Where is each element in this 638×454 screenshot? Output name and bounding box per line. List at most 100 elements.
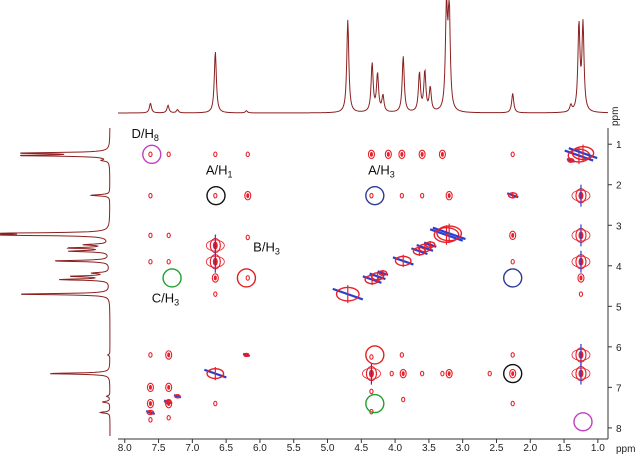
- cross-peak-6: [398, 149, 406, 160]
- cross-peak-contour-14: [399, 192, 405, 199]
- y-tick-label-1: 2: [616, 181, 622, 192]
- annotation-subscript-2: 3: [390, 170, 395, 180]
- annotation-circle-2: [365, 185, 385, 206]
- cross-peak-23: [571, 224, 591, 247]
- cross-peak-contour-33: [213, 291, 218, 297]
- cross-peak-core-44: [401, 371, 405, 376]
- cross-peak-outer-42: [362, 367, 381, 380]
- cross-peak-56: [401, 396, 406, 403]
- cross-peak-53: [213, 400, 218, 407]
- annotation-label-2: A/H3: [368, 163, 395, 180]
- cross-peak-contour-46: [440, 370, 445, 377]
- cross-peak-outer-26: [205, 255, 225, 268]
- annotation-circle-0: [142, 144, 162, 165]
- x-tick-label-4: 6.0: [253, 443, 267, 454]
- cross-peak-34: [148, 352, 153, 358]
- cross-peak-core-35: [167, 352, 171, 358]
- cross-peak-core-22: [511, 232, 515, 238]
- cross-peak-contour-1: [166, 151, 171, 158]
- top-projection-spectrum: [118, 0, 609, 114]
- y-tick-label-3: 4: [616, 262, 622, 273]
- cross-peak-11: [213, 192, 218, 199]
- cross-peak-19: [166, 232, 171, 239]
- cross-peak-7: [418, 149, 426, 160]
- cross-peak-contour-19: [166, 232, 171, 239]
- annotation-circle-9: [573, 412, 593, 432]
- x-tick-label-1: 7.5: [152, 443, 166, 454]
- cross-peak-core-49: [511, 371, 515, 376]
- x-tick-label-13: 1.5: [557, 443, 571, 454]
- cross-peak-contour-6: [398, 149, 406, 160]
- left-projection-spectrum: [0, 128, 111, 436]
- cross-peak-14: [399, 192, 405, 199]
- cross-peak-contour-48: [487, 370, 492, 377]
- cross-peak-core-47: [447, 371, 451, 376]
- cross-peak-57: [510, 400, 515, 407]
- cross-peak-contour-27: [211, 273, 219, 283]
- annotation-subscript-4: 3: [174, 297, 179, 307]
- cross-peak-contour-53: [213, 400, 218, 407]
- cross-peak-contour-54: [369, 388, 374, 395]
- cross-peak-contour-5: [384, 149, 392, 160]
- y-axis-unit: ppm: [610, 107, 621, 126]
- cross-peak-38: [510, 352, 515, 358]
- cross-peak-12: [244, 190, 252, 201]
- cross-peak-core-6: [400, 151, 404, 157]
- cross-peak-30: [571, 250, 591, 273]
- left-projection-line: [0, 128, 111, 436]
- cross-peak-5: [384, 149, 392, 160]
- cross-peak-core-12: [246, 193, 250, 199]
- cross-peak-contour-52: [165, 398, 173, 409]
- cross-peak-28: [245, 275, 250, 281]
- cross-peak-outer-30: [571, 255, 591, 268]
- cross-peak-contour-13: [369, 192, 374, 199]
- cross-peak-core-40: [148, 384, 152, 390]
- cross-peak-40: [146, 382, 154, 393]
- cross-peak-16: [445, 190, 453, 201]
- cross-peak-24: [148, 258, 153, 265]
- annotation-subscript-1: 1: [228, 170, 233, 180]
- y-tick-label-6: 7: [616, 383, 622, 394]
- cross-peak-outer-39: [571, 349, 591, 361]
- cross-peak-21: [245, 234, 250, 241]
- cross-peak-core-4: [369, 151, 373, 157]
- y-tick-label-5: 6: [616, 343, 622, 354]
- cross-peak-core-8: [440, 151, 444, 157]
- cross-peak-contour-36: [369, 354, 374, 360]
- y-tick-label-4: 5: [616, 302, 622, 313]
- x-axis-unit: ppm: [616, 444, 635, 454]
- cross-peak-contour-38: [510, 352, 515, 358]
- cross-peak-core-16: [447, 193, 451, 199]
- cross-peak-8: [438, 149, 446, 160]
- diagonal-peaks: [145, 144, 598, 416]
- cross-peak-46: [440, 370, 445, 377]
- cross-peak-59: [166, 414, 171, 421]
- cross-peak-10: [148, 192, 153, 199]
- cross-peak-contour-43: [389, 370, 394, 377]
- cross-peak-contour-22: [509, 230, 517, 241]
- cross-peak-52: [165, 398, 173, 409]
- x-tick-label-5: 5.5: [287, 443, 301, 454]
- annotation-circle-3: [236, 268, 257, 288]
- cross-peak-core-51: [148, 401, 152, 406]
- annotation-label-0: D/H8: [132, 126, 159, 143]
- cross-peak-contour-12: [244, 190, 252, 201]
- cross-peak-contour-35: [165, 350, 173, 360]
- cross-peak-15: [419, 192, 425, 199]
- cross-peak-48: [487, 370, 492, 377]
- cross-peak-contour-25: [166, 258, 171, 265]
- cross-peak-35: [165, 350, 173, 360]
- cross-peak-contour-44: [399, 368, 407, 379]
- x-tick-label-7: 4.5: [354, 443, 368, 454]
- cross-peak-contour-4: [367, 149, 375, 160]
- cross-peak-contour-29: [510, 258, 515, 265]
- cross-peak-core-52: [167, 401, 171, 406]
- cross-peak-contour-11: [213, 192, 218, 199]
- cross-peak-contour-9: [510, 151, 515, 158]
- annotation-circle-8: [365, 393, 385, 414]
- cross-peak-37: [399, 352, 405, 358]
- cross-peak-2: [213, 151, 218, 158]
- annotation-subscript-3: 3: [275, 247, 280, 257]
- cross-peak-core-31: [579, 275, 583, 281]
- y-tick-label-2: 3: [616, 221, 622, 232]
